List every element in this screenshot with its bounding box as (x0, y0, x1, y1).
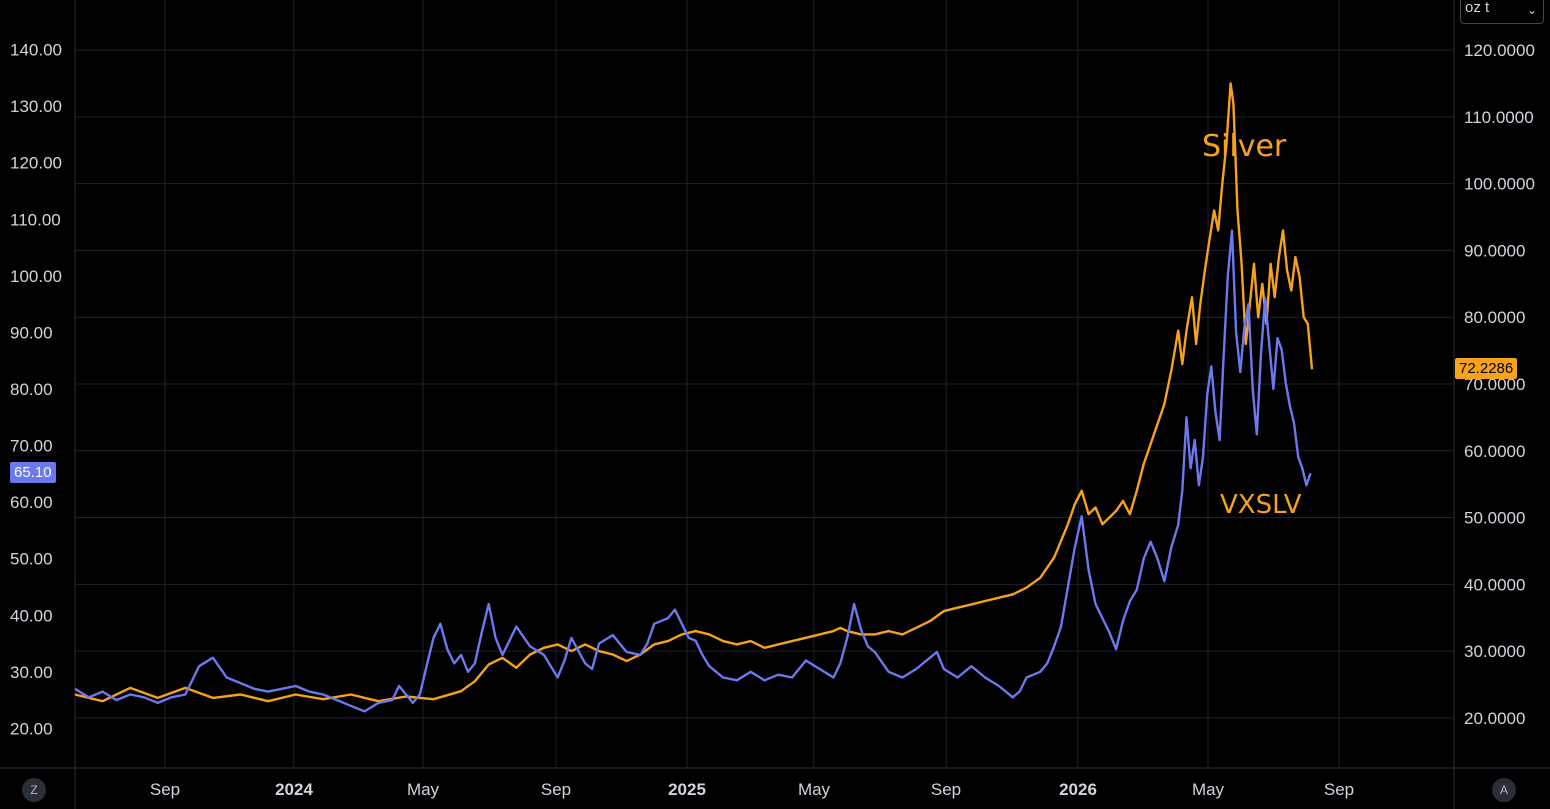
left-tick-label: 90.00 (10, 323, 53, 342)
right-tick-label: 40.0000 (1464, 575, 1525, 594)
right-tick-label: 110.0000 (1464, 108, 1534, 127)
right-tick-label: 90.0000 (1464, 241, 1525, 260)
right-tick-label: 120.0000 (1464, 41, 1535, 60)
left-tick-label: 30.00 (10, 663, 53, 682)
time-tick-label: 2025 (668, 780, 706, 799)
chevron-down-icon: ⌄ (1526, 3, 1537, 17)
left-tick-label: 120.00 (10, 154, 62, 173)
time-tick-label: Sep (1324, 780, 1354, 799)
right-tick-label: 80.0000 (1464, 308, 1525, 327)
right-tick-label: 20.0000 (1464, 709, 1525, 728)
time-tick-label: May (407, 780, 440, 799)
left-tick-label: 100.00 (10, 267, 62, 286)
silver-last-value-badge: 72.2286 (1455, 358, 1518, 380)
left-tick-label: 110.00 (10, 210, 61, 229)
right-tick-label: 60.0000 (1464, 442, 1525, 461)
auto-scale-button[interactable]: A (1492, 778, 1516, 802)
time-tick-label: May (1192, 780, 1225, 799)
timezone-button[interactable]: Z (22, 778, 46, 802)
left-tick-label: 50.00 (10, 550, 53, 569)
right-tick-label: 50.0000 (1464, 509, 1525, 528)
unit-selector-value: oz t (1465, 0, 1490, 16)
left-tick-label: 20.00 (10, 719, 53, 738)
left-tick-label: 60.00 (10, 493, 53, 512)
left-tick-label: 70.00 (10, 437, 53, 456)
right-tick-label: 70.0000 (1464, 375, 1525, 394)
time-tick-label: Sep (541, 780, 571, 799)
time-tick-label: Sep (931, 780, 961, 799)
left-tick-label: 80.00 (10, 380, 53, 399)
left-tick-label: 140.00 (10, 41, 62, 60)
right-tick-label: 30.0000 (1464, 642, 1525, 661)
annotations: Silver VXSLV (1202, 129, 1302, 520)
time-tick-label: 2024 (275, 780, 313, 799)
time-tick-label: 2026 (1059, 780, 1097, 799)
unit-selector[interactable]: oz t ⌄ (1460, 0, 1544, 24)
time-tick-label: May (798, 780, 831, 799)
vxslv-series-line (74, 229, 1312, 713)
right-axis: 120.0000 110.0000 100.0000 90.0000 80.0000 70… (1464, 41, 1535, 728)
right-tick-label: 100.0000 (1464, 175, 1535, 194)
vxslv-annotation: VXSLV (1220, 490, 1302, 520)
time-axis: Sep 2024 May Sep 2025 May Sep 2026 May Sep (150, 780, 1354, 799)
vxslv-last-value-badge: 65.10 (10, 462, 56, 484)
time-tick-label: Sep (150, 780, 180, 799)
series-layer (74, 82, 1314, 713)
silver-series-line (74, 82, 1314, 703)
left-tick-label: 40.00 (10, 606, 53, 625)
left-tick-label: 130.00 (10, 97, 62, 116)
left-axis: 140.00 130.00 120.00 110.00 100.00 90.00 80.00… (10, 41, 62, 739)
silver-annotation: Silver (1202, 129, 1287, 164)
